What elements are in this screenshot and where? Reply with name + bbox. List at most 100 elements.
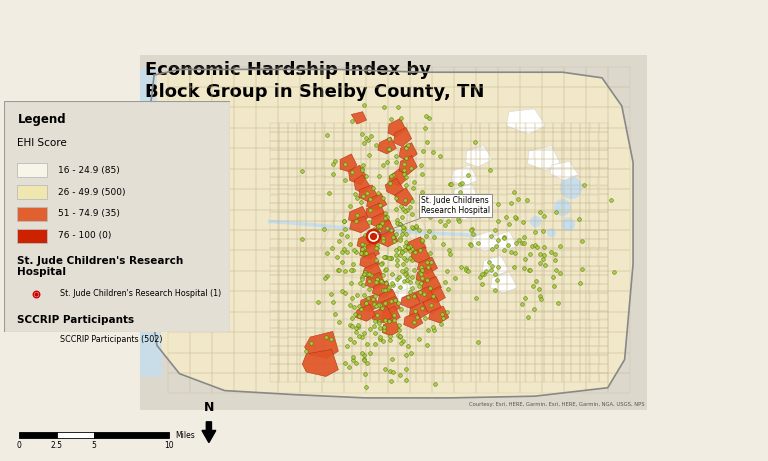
Bar: [443, 195, 452, 203]
Bar: [324, 123, 334, 132]
Bar: [288, 177, 297, 185]
Bar: [443, 150, 452, 159]
Bar: [398, 132, 407, 141]
Point: [407, 292, 419, 300]
Bar: [498, 332, 520, 353]
Bar: [279, 266, 288, 275]
Bar: [379, 159, 389, 168]
Point: [380, 279, 392, 287]
Bar: [279, 311, 288, 319]
Bar: [324, 257, 333, 266]
Bar: [571, 275, 580, 284]
Bar: [323, 291, 344, 312]
Bar: [361, 301, 370, 311]
Bar: [598, 195, 607, 203]
Bar: [535, 301, 544, 311]
Bar: [520, 210, 542, 230]
Bar: [476, 128, 498, 148]
Point: [467, 230, 479, 237]
Bar: [498, 373, 520, 393]
Point: [326, 244, 338, 251]
Bar: [352, 266, 361, 275]
Bar: [586, 128, 608, 148]
Bar: [343, 266, 352, 275]
Bar: [366, 107, 389, 128]
Bar: [415, 319, 425, 329]
Bar: [507, 212, 517, 221]
Text: EHI Score: EHI Score: [18, 138, 67, 148]
Bar: [398, 150, 406, 159]
Bar: [270, 213, 279, 221]
Bar: [366, 353, 389, 373]
Bar: [544, 159, 553, 168]
Bar: [389, 337, 398, 346]
Bar: [324, 159, 333, 168]
Bar: [498, 212, 508, 221]
Bar: [581, 373, 590, 382]
Text: 76 - 100 (0): 76 - 100 (0): [58, 231, 111, 240]
Bar: [452, 239, 462, 248]
Point: [347, 356, 359, 364]
Bar: [516, 284, 525, 293]
Bar: [300, 271, 323, 291]
Point: [420, 232, 432, 239]
Bar: [190, 332, 212, 353]
Bar: [190, 271, 212, 291]
Bar: [443, 213, 452, 221]
Bar: [498, 167, 508, 177]
Point: [391, 257, 403, 264]
Bar: [316, 373, 324, 382]
Point: [375, 278, 387, 285]
Point: [373, 318, 386, 325]
Bar: [279, 212, 288, 221]
Bar: [553, 337, 562, 346]
Point: [505, 248, 517, 255]
Bar: [598, 346, 607, 355]
Bar: [288, 221, 297, 230]
Polygon shape: [359, 185, 378, 202]
Bar: [407, 132, 415, 141]
Point: [367, 232, 379, 239]
Bar: [425, 293, 434, 301]
Bar: [425, 301, 434, 311]
Point: [415, 264, 427, 271]
Bar: [489, 319, 498, 329]
Bar: [581, 266, 590, 275]
Bar: [323, 230, 344, 250]
Bar: [94, 432, 169, 438]
Bar: [462, 230, 471, 239]
Bar: [434, 257, 443, 266]
Bar: [398, 195, 406, 203]
Point: [333, 237, 346, 245]
Bar: [452, 319, 462, 329]
Bar: [525, 373, 535, 382]
Point: [378, 253, 390, 260]
Bar: [480, 168, 488, 177]
Bar: [425, 150, 434, 159]
Bar: [480, 150, 489, 159]
Polygon shape: [395, 188, 413, 207]
Bar: [516, 168, 525, 177]
Point: [356, 282, 369, 289]
Point: [406, 284, 418, 291]
Bar: [344, 291, 366, 312]
Bar: [306, 203, 315, 213]
Point: [360, 189, 372, 196]
Bar: [333, 364, 343, 373]
Bar: [212, 230, 234, 250]
Bar: [489, 221, 498, 230]
Point: [403, 278, 415, 286]
Bar: [415, 293, 425, 301]
Point: [349, 310, 361, 317]
Point: [377, 234, 389, 242]
Bar: [562, 186, 571, 195]
Bar: [316, 257, 324, 266]
Bar: [415, 373, 425, 382]
Bar: [379, 132, 389, 141]
Bar: [389, 230, 397, 239]
Bar: [553, 159, 562, 168]
Point: [333, 266, 345, 274]
Bar: [507, 293, 516, 301]
Point: [398, 170, 410, 177]
Bar: [333, 239, 343, 248]
